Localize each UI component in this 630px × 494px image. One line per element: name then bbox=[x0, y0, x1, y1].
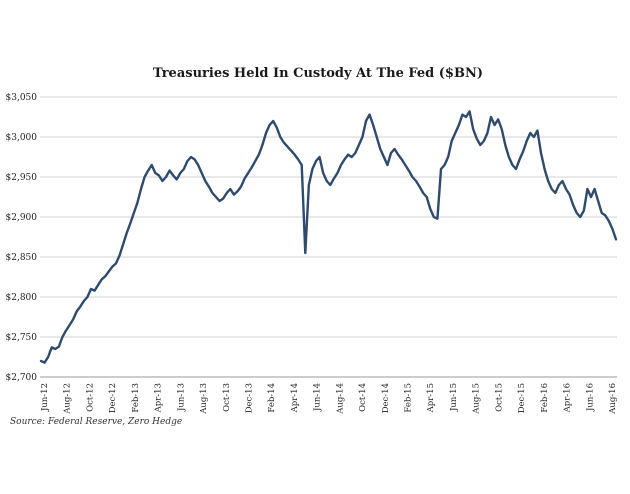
x-tick-label: Oct-12 bbox=[85, 383, 95, 412]
x-tick-label: Jun-13 bbox=[176, 383, 186, 412]
x-tick-label: Feb-13 bbox=[131, 383, 141, 413]
y-tick-label: $2,800 bbox=[6, 293, 38, 303]
x-tick-label: Aug-14 bbox=[335, 383, 345, 415]
gridlines bbox=[40, 96, 617, 378]
x-tick-label: Oct-13 bbox=[222, 383, 232, 412]
x-tick-label: Dec-14 bbox=[381, 383, 391, 413]
x-tick-label: Apr-14 bbox=[290, 383, 300, 413]
source-note: Source: Federal Reserve, Zero Hedge bbox=[10, 417, 182, 427]
x-tick-label: Aug-12 bbox=[63, 383, 73, 415]
y-axis-labels: $2,700 $2,750 $2,800 $2,850 $2,900 $2,950 $3,0… bbox=[6, 93, 38, 383]
x-tick-label: Feb-16 bbox=[540, 383, 550, 413]
x-axis-labels: Jun-12 Aug-12 Oct-12 Dec-12 Feb-13 Apr-13 Jun-… bbox=[40, 383, 618, 415]
y-tick-label: $3,000 bbox=[6, 133, 38, 143]
x-tick-label: Apr-13 bbox=[154, 383, 164, 413]
x-tick-label: Jun-16 bbox=[585, 383, 595, 412]
y-tick-label: $2,950 bbox=[6, 173, 38, 183]
series-line bbox=[39, 110, 618, 364]
y-tick-label: $2,850 bbox=[6, 253, 38, 263]
x-tick-label: Feb-15 bbox=[404, 383, 414, 413]
x-tick-label: Aug-15 bbox=[472, 383, 482, 415]
y-tick-label: $2,750 bbox=[6, 333, 38, 343]
plot-area bbox=[39, 110, 618, 364]
x-tick-label: Dec-12 bbox=[108, 383, 118, 413]
chart-title: Treasuries Held In Custody At The Fed ($… bbox=[153, 66, 483, 81]
y-tick-label: $3,050 bbox=[6, 93, 38, 103]
y-tick-label: $2,900 bbox=[6, 213, 38, 223]
x-tick-label: Jun-15 bbox=[449, 383, 459, 412]
x-tick-label: Oct-14 bbox=[358, 383, 368, 412]
y-tick-label: $2,700 bbox=[6, 373, 38, 383]
x-tick-label: Jun-12 bbox=[40, 383, 50, 412]
x-tick-label: Oct-15 bbox=[494, 383, 504, 412]
x-tick-label: Aug-16 bbox=[608, 383, 618, 415]
x-tick-label: Dec-15 bbox=[517, 383, 527, 413]
x-tick-label: Dec-13 bbox=[244, 383, 254, 413]
x-tick-label: Feb-14 bbox=[267, 383, 277, 413]
x-tick-label: Apr-15 bbox=[426, 383, 436, 413]
x-tick-label: Jun-14 bbox=[313, 383, 323, 412]
x-tick-label: Apr-16 bbox=[563, 383, 573, 413]
x-tick-label: Aug-13 bbox=[199, 383, 209, 415]
